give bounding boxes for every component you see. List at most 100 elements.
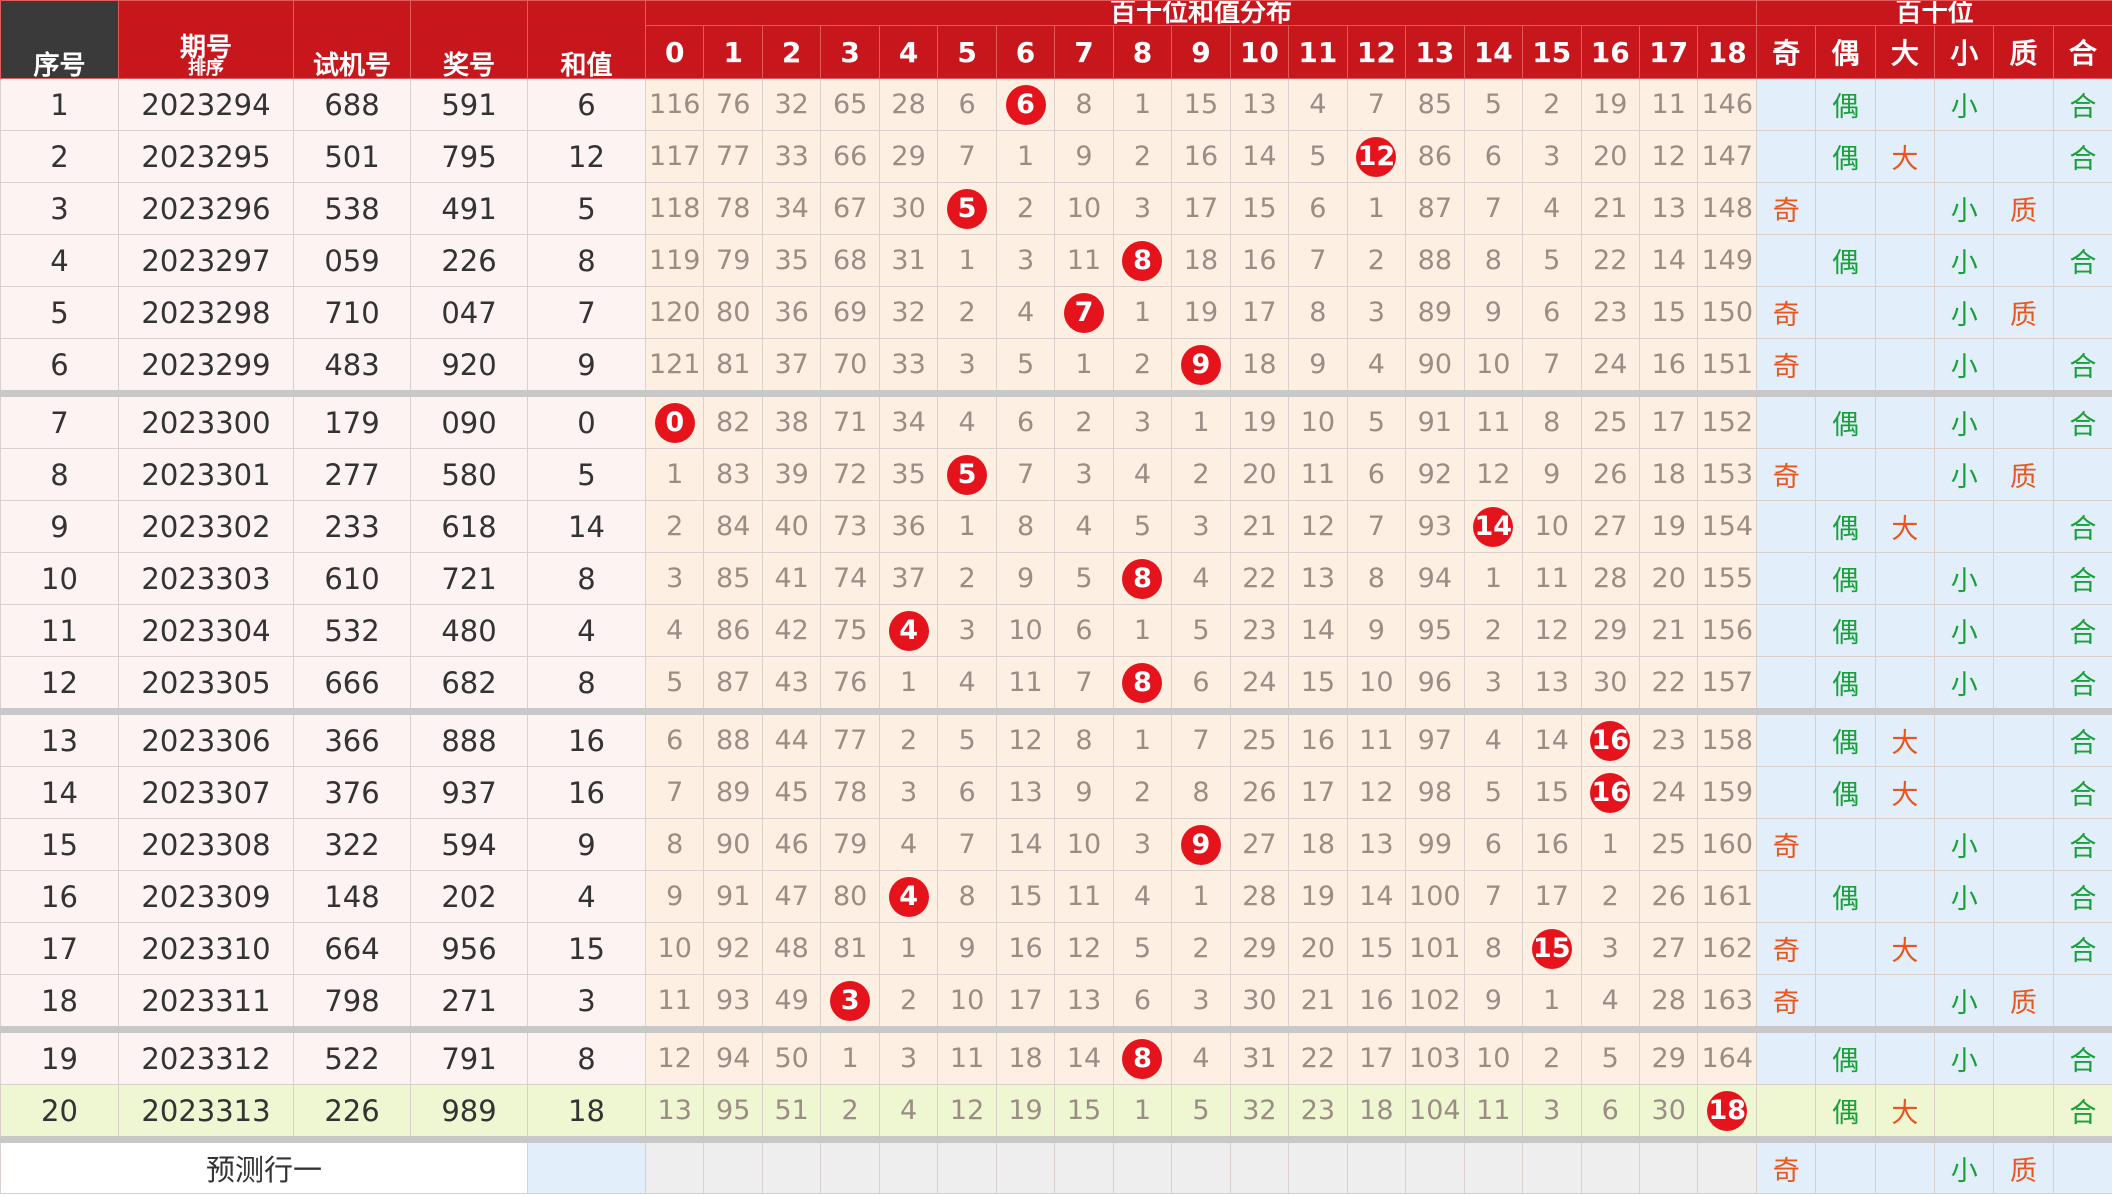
column-header: 序号 (0, 0, 119, 79)
dist-cell: 24 (1638, 766, 1699, 819)
attr-cell (1993, 78, 2054, 131)
dist-cell: 20 (1580, 130, 1640, 183)
attr-cell: 小 (1934, 78, 1995, 131)
dist-cell: 4 (1346, 338, 1407, 394)
dist-cell: 8 (1346, 552, 1407, 605)
dist-cell: 159 (1697, 766, 1758, 819)
prize-number: 618 (410, 500, 528, 553)
dist-cell: 21 (1288, 974, 1348, 1030)
row-number: 6 (0, 338, 119, 394)
attr-cell (1874, 448, 1936, 501)
dist-cell: 7 (1522, 338, 1582, 394)
sum-cell (527, 1136, 646, 1194)
sum: 7 (527, 286, 646, 339)
header-row: 0 1 2 3 4 5 6 7 8 9 10 11 12 13 14 15 16 17 18 奇偶大小质合 (1, 25, 2112, 79)
sort-button[interactable]: 排序 (188, 58, 224, 79)
row-number: 14 (0, 766, 119, 819)
dist-cell: 89 (1405, 286, 1465, 339)
row-number: 19 (0, 1026, 119, 1085)
sum: 8 (527, 1026, 646, 1085)
attr-cell: 大 (1874, 130, 1936, 183)
data-row: 7 2023300 179 090 0 0 82 38 71 34 4 6 2 3 1 19 10 5 91 11 8 2… (0, 390, 2112, 449)
hit-marker: 8 (1122, 1038, 1163, 1079)
trial-number: 233 (293, 500, 411, 553)
attr-cell: 小 (1934, 552, 1995, 605)
dist-cell: 1 (937, 234, 997, 287)
trial-number: 483 (293, 338, 411, 394)
attr-cell (1993, 234, 2054, 287)
dist-column-header: 1 (703, 25, 763, 79)
dist-cell: 10 (1522, 500, 1582, 553)
prize-number: 580 (410, 448, 528, 501)
dist-cell: 4 (878, 818, 939, 871)
attr-cell (1993, 604, 2054, 657)
data-row: 13 2023306 366 888 16 6 88 44 77 2 5 12 8 1 7 25 16 11 97 4… (0, 708, 2112, 767)
dist-cell: 8 (1288, 286, 1348, 339)
trial-number: 148 (293, 870, 411, 923)
issue: 2023304 (118, 604, 294, 657)
dist-cell: 5 (937, 708, 997, 767)
dist-cell: 9 (1463, 974, 1524, 1030)
dist-cell: 15 (995, 870, 1056, 923)
dist-cell: 15 (1346, 922, 1407, 975)
dist-cell: 14 (1288, 604, 1348, 657)
data-row: 19 2023312 522 791 8 12 94 50 1 3 11 18 14 8 4 31 22 17 10… (0, 1026, 2112, 1085)
data-row: 15 2023308 322 594 9 8 90 46 79 4 7 14 10 3 9 27 18 13 99 6… (0, 818, 2112, 871)
dist-cell: 14 (1463, 500, 1524, 553)
dist-cell: 17 (1288, 766, 1348, 819)
dist-cell: 3 (1112, 182, 1173, 235)
attr-cell (1874, 234, 1936, 287)
dist-cell: 2 (1112, 338, 1173, 394)
dist-cell (995, 1136, 1056, 1194)
dist-cell (878, 1136, 939, 1194)
row-number: 3 (0, 182, 119, 235)
attr-cell: 小 (1934, 818, 1995, 871)
dist-cell: 18 (1288, 818, 1348, 871)
dist-cell: 99 (1405, 818, 1465, 871)
dist-cell: 33 (761, 130, 822, 183)
dist-cell: 1 (878, 922, 939, 975)
sum: 9 (527, 818, 646, 871)
dist-cell: 3 (878, 766, 939, 819)
dist-cell (1697, 1136, 1758, 1194)
sum: 4 (527, 604, 646, 657)
dist-cell: 92 (703, 922, 763, 975)
attr-cell (1934, 130, 1995, 183)
dist-cell: 16 (1346, 974, 1407, 1030)
attr-cell: 奇 (1756, 448, 1817, 501)
column-header: 奖号 (410, 0, 528, 79)
attr-column-header: 质 (1993, 25, 2054, 79)
dist-cell: 13 (1288, 552, 1348, 605)
dist-cell: 6 (937, 78, 997, 131)
data-row: 11 2023304 532 480 4 4 86 42 75 4 3 10 6 1 5 23 14 9 95 2 12… (0, 604, 2112, 657)
dist-cell: 11 (937, 1026, 997, 1085)
attr-cell (1874, 286, 1936, 339)
dist-cell: 26 (1638, 870, 1699, 923)
dist-cell: 35 (761, 234, 822, 287)
attr-cell: 合 (2052, 604, 2112, 657)
dist-cell: 1 (1112, 604, 1173, 657)
dist-cell: 4 (1463, 708, 1524, 767)
dist-cell: 67 (820, 182, 880, 235)
dist-cell (1054, 1136, 1114, 1194)
dist-cell: 14 (995, 818, 1056, 871)
row-number: 8 (0, 448, 119, 501)
dist-cell: 17 (1522, 870, 1582, 923)
prize-number: 989 (410, 1084, 528, 1140)
dist-cell: 12 (1346, 130, 1407, 183)
dist-cell: 163 (1697, 974, 1758, 1030)
prize-number: 047 (410, 286, 528, 339)
attr-cell (1993, 656, 2054, 712)
attr-cell: 偶 (1815, 1026, 1876, 1085)
dist-cell: 10 (1054, 182, 1114, 235)
dist-cell: 6 (1054, 604, 1114, 657)
attr-cell: 大 (1874, 766, 1936, 819)
issue: 2023294 (118, 78, 294, 131)
dist-cell: 5 (937, 448, 997, 501)
dist-cell: 80 (703, 286, 763, 339)
dist-cell: 4 (995, 286, 1056, 339)
dist-cell: 16 (1288, 708, 1348, 767)
dist-cell: 12 (1463, 448, 1524, 501)
column-header: 期号 排序 (118, 0, 294, 79)
dist-cell: 8 (1463, 234, 1524, 287)
